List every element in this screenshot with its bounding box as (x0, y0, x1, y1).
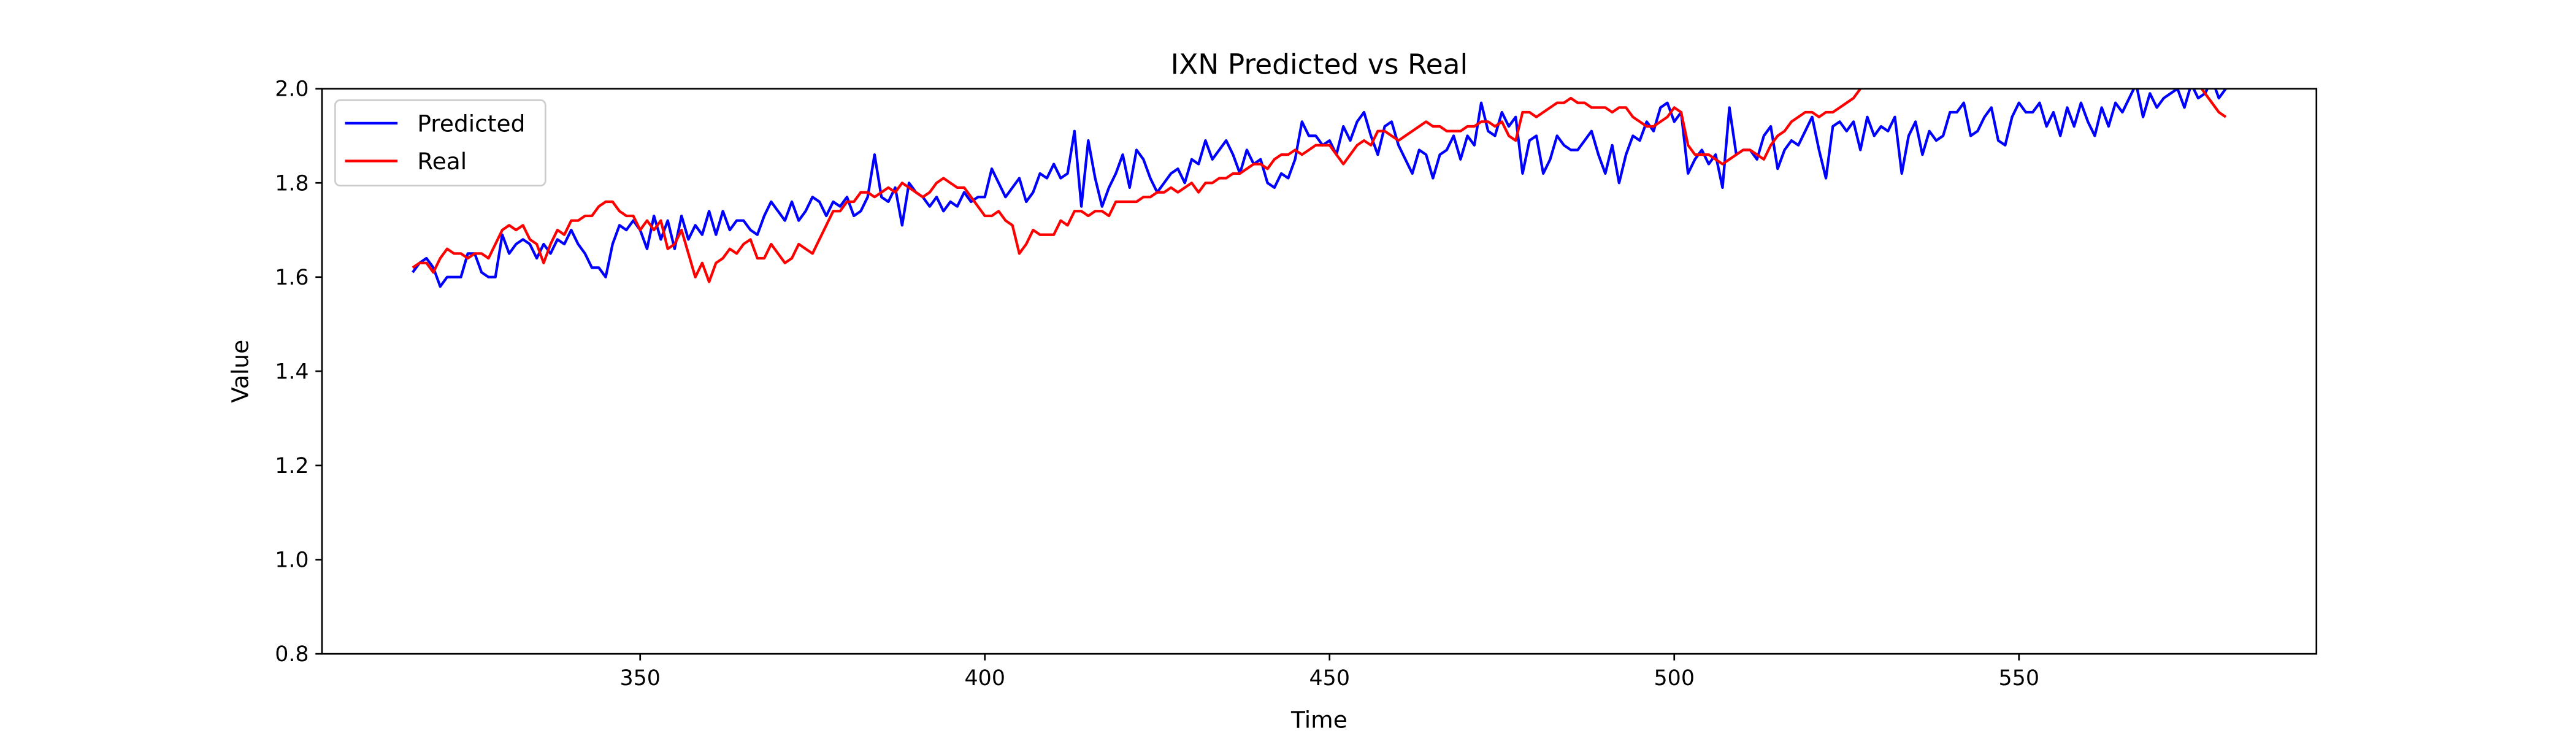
y-tick-label: 1.2 (275, 454, 309, 478)
x-tick-label: 350 (620, 666, 661, 691)
x-axis-label: Time (1290, 707, 1347, 734)
y-tick-label: 1.6 (275, 266, 309, 290)
x-tick-label: 550 (1999, 666, 2039, 691)
x-tick-label: 500 (1654, 666, 1695, 691)
legend-label: Real (417, 148, 467, 175)
legend-label: Predicted (417, 110, 525, 137)
x-tick-label: 400 (965, 666, 1005, 691)
series-line (412, 88, 2227, 288)
chart-title: IXN Predicted vs Real (1171, 48, 1468, 81)
legend-box (334, 99, 546, 187)
y-tick-label: 2.0 (275, 77, 309, 102)
y-tick-label: 1.0 (275, 548, 309, 573)
plot-lines (412, 88, 2227, 288)
y-tick-label: 0.8 (275, 642, 309, 667)
y-tick-label: 1.8 (275, 171, 309, 196)
x-tick-label: 450 (1309, 666, 1350, 691)
y-tick-label: 1.4 (275, 359, 309, 384)
y-axis-label: Value (226, 340, 253, 403)
series-line (412, 88, 2227, 283)
